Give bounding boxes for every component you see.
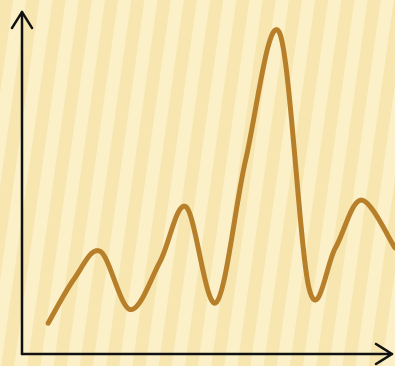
axes-layer xyxy=(10,10,394,366)
series-line-0 xyxy=(45,27,395,326)
series-layer xyxy=(45,27,395,326)
x-axis-arrowhead xyxy=(374,342,394,366)
y-axis-arrowhead xyxy=(10,10,34,30)
